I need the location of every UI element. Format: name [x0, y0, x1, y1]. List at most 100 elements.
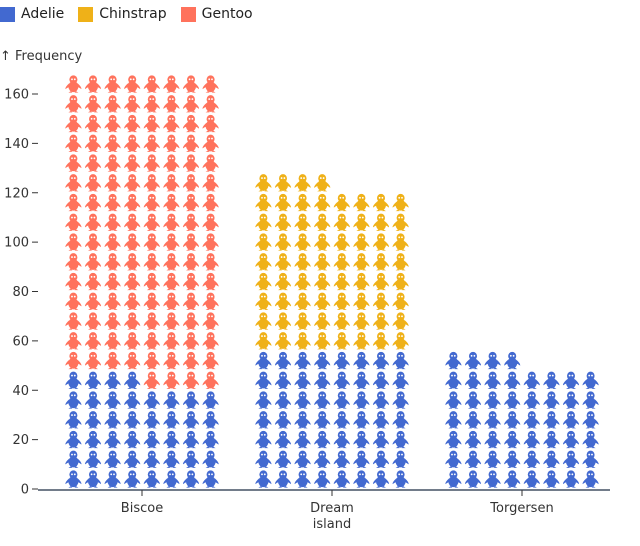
penguin-icon: [143, 450, 160, 468]
penguin-icon: [294, 371, 311, 389]
penguin-icon: [484, 470, 501, 488]
penguin-icon: [392, 411, 409, 429]
x-tick-label: Dream island: [310, 501, 354, 532]
penguin-icon: [372, 450, 390, 468]
penguin-icon: [182, 272, 200, 291]
penguin-icon: [445, 351, 462, 370]
penguin-icon: [104, 351, 121, 370]
penguin-icon: [372, 470, 390, 488]
penguin-icon: [504, 391, 521, 409]
legend-item-chinstrap: Chinstrap: [78, 6, 167, 22]
penguin-icon: [124, 391, 141, 409]
penguin-icon: [182, 193, 200, 212]
penguin-icon: [104, 154, 121, 172]
penguin-icon: [274, 411, 292, 429]
penguin-icon: [314, 470, 331, 488]
penguin-icon: [163, 75, 180, 93]
penguin-icon: [84, 174, 102, 192]
penguin-icon: [464, 371, 482, 389]
y-tick-label: 140: [4, 137, 29, 152]
penguin-icon: [464, 391, 482, 409]
penguin-icon: [65, 233, 82, 251]
penguin-icon: [562, 470, 580, 488]
penguin-icon: [104, 233, 121, 251]
penguin-icon: [445, 450, 462, 468]
penguin-icon: [202, 272, 219, 291]
penguin-icon: [333, 233, 350, 251]
penguin-icon: [523, 371, 540, 389]
penguin-icon: [562, 430, 580, 449]
penguin-icon: [202, 332, 219, 350]
penguin-icon: [333, 292, 350, 310]
penguin-icon: [582, 411, 599, 429]
penguin-icon: [202, 114, 219, 133]
penguin-icon: [163, 114, 180, 133]
penguin-icon: [182, 312, 200, 330]
penguin-icon: [523, 430, 540, 449]
penguin-icon: [124, 154, 141, 172]
penguin-icon: [274, 312, 292, 330]
penguin-icon: [84, 75, 102, 93]
penguin-icon: [143, 193, 160, 212]
penguin-icon: [65, 174, 82, 192]
penguin-icon: [143, 114, 160, 133]
penguin-icon: [372, 292, 390, 310]
penguin-icon: [163, 253, 180, 271]
penguin-icon: [84, 411, 102, 429]
penguin-icon: [143, 134, 160, 152]
legend-item-adelie: Adelie: [0, 6, 64, 22]
penguin-icon: [392, 391, 409, 409]
penguin-icon: [104, 332, 121, 350]
penguin-icon: [143, 312, 160, 330]
waffle-biscoe: [65, 75, 219, 488]
penguin-icon: [84, 312, 102, 330]
penguin-icon: [104, 114, 121, 133]
penguin-icon: [163, 272, 180, 291]
penguin-icon: [104, 213, 121, 231]
penguin-icon: [202, 430, 219, 449]
penguin-icon: [274, 272, 292, 291]
penguin-icon: [182, 253, 200, 271]
penguin-icon: [314, 312, 331, 330]
penguin-icon: [84, 430, 102, 449]
penguin-icon: [314, 450, 331, 468]
penguin-icon: [333, 470, 350, 488]
penguin-icon: [182, 391, 200, 409]
penguin-icon: [582, 371, 599, 389]
penguin-icon: [84, 351, 102, 370]
penguin-icon: [333, 351, 350, 370]
penguin-icon: [255, 213, 272, 231]
penguin-icon: [124, 174, 141, 192]
penguin-icon: [124, 312, 141, 330]
penguin-icon: [353, 371, 370, 389]
penguin-icon: [464, 430, 482, 449]
y-tick-label: 120: [4, 186, 29, 201]
penguin-icon: [255, 193, 272, 212]
penguin-icon: [124, 450, 141, 468]
penguin-icon: [182, 371, 200, 389]
penguin-icon: [143, 332, 160, 350]
penguin-icon: [484, 351, 501, 370]
penguin-icon: [65, 391, 82, 409]
penguin-icon: [202, 233, 219, 251]
penguin-icon: [294, 233, 311, 251]
penguin-icon: [392, 430, 409, 449]
penguin-icon: [353, 450, 370, 468]
penguin-icon: [124, 470, 141, 488]
penguin-icon: [372, 272, 390, 291]
penguin-icon: [163, 134, 180, 152]
penguin-icon: [353, 391, 370, 409]
x-tick-label: Torgersen: [489, 501, 553, 516]
penguin-icon: [143, 213, 160, 231]
penguin-icon: [255, 430, 272, 449]
penguin-icon: [562, 371, 580, 389]
legend-item-gentoo: Gentoo: [180, 6, 253, 22]
penguin-icon: [445, 411, 462, 429]
penguin-icon: [202, 391, 219, 409]
penguin-icon: [255, 351, 272, 370]
penguin-icon: [504, 430, 521, 449]
penguin-icon: [202, 174, 219, 192]
penguin-icon: [504, 411, 521, 429]
penguin-icon: [333, 332, 350, 350]
legend-swatch: [0, 6, 15, 22]
